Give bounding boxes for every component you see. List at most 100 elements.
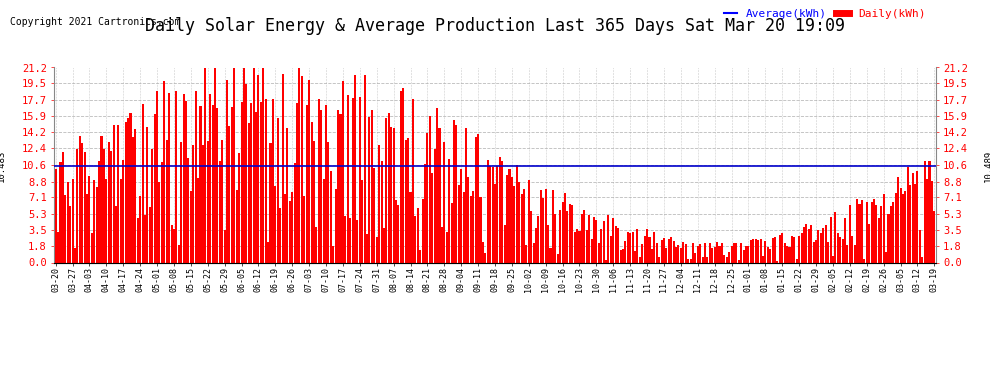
Bar	[325, 105, 327, 262]
Bar	[544, 189, 546, 262]
Bar	[207, 141, 209, 262]
Bar	[135, 129, 137, 262]
Bar	[64, 195, 66, 262]
Text: Daily Solar Energy & Average Production Last 365 Days Sat Mar 20 19:09: Daily Solar Energy & Average Production …	[145, 17, 845, 35]
Bar	[81, 143, 83, 262]
Bar	[153, 114, 155, 262]
Bar	[598, 243, 600, 262]
Bar	[444, 142, 446, 262]
Bar	[328, 142, 330, 262]
Bar	[496, 166, 498, 262]
Bar	[156, 92, 158, 262]
Bar	[371, 110, 373, 262]
Bar	[576, 229, 578, 262]
Bar	[586, 230, 588, 262]
Bar	[677, 244, 679, 262]
Bar	[151, 149, 153, 262]
Bar	[590, 239, 593, 262]
Bar	[719, 246, 721, 262]
Bar	[246, 84, 248, 262]
Bar	[419, 250, 421, 262]
Bar	[764, 241, 766, 262]
Bar	[842, 239, 843, 262]
Bar	[224, 230, 226, 262]
Bar	[306, 105, 308, 262]
Bar	[608, 214, 610, 262]
Bar	[830, 217, 832, 262]
Bar	[632, 232, 634, 262]
Bar	[318, 99, 320, 262]
Bar	[358, 97, 360, 262]
Bar	[610, 236, 612, 262]
Bar	[566, 210, 568, 262]
Bar	[759, 239, 761, 262]
Bar	[366, 234, 368, 262]
Bar	[637, 229, 639, 262]
Bar	[620, 250, 622, 262]
Bar	[721, 243, 723, 262]
Bar	[827, 242, 830, 262]
Bar	[168, 93, 170, 262]
Bar	[547, 225, 549, 262]
Bar	[724, 255, 726, 262]
Bar	[441, 227, 443, 262]
Bar	[311, 122, 313, 262]
Bar	[573, 232, 576, 262]
Bar	[603, 221, 605, 262]
Bar	[182, 94, 184, 262]
Bar	[269, 143, 271, 262]
Bar	[823, 228, 825, 262]
Bar	[69, 206, 71, 262]
Legend: Average(kWh), Daily(kWh): Average(kWh), Daily(kWh)	[720, 5, 930, 24]
Bar	[934, 211, 936, 262]
Bar	[158, 182, 160, 262]
Bar	[554, 214, 556, 262]
Bar	[704, 243, 706, 262]
Bar	[714, 247, 716, 262]
Bar	[655, 243, 657, 262]
Bar	[390, 127, 392, 262]
Bar	[788, 247, 791, 262]
Bar	[615, 226, 617, 262]
Bar	[501, 161, 503, 262]
Bar	[803, 226, 805, 262]
Text: Copyright 2021 Cartronics.com: Copyright 2021 Cartronics.com	[10, 17, 180, 27]
Bar	[238, 153, 241, 262]
Bar	[892, 202, 894, 262]
Bar	[813, 242, 815, 262]
Bar	[531, 211, 533, 262]
Bar	[303, 196, 305, 262]
Bar	[301, 76, 303, 262]
Bar	[212, 105, 214, 262]
Bar	[919, 230, 921, 262]
Bar	[147, 127, 148, 262]
Bar	[402, 88, 404, 262]
Bar	[289, 201, 291, 262]
Bar	[846, 245, 848, 262]
Bar	[689, 259, 692, 262]
Bar	[173, 229, 175, 262]
Bar	[187, 158, 189, 262]
Bar	[680, 248, 682, 262]
Bar	[745, 246, 747, 262]
Bar	[653, 232, 655, 262]
Bar	[298, 68, 301, 262]
Bar	[791, 236, 793, 262]
Bar	[349, 218, 351, 262]
Bar	[470, 195, 472, 262]
Bar	[912, 173, 914, 262]
Bar	[259, 102, 262, 262]
Bar	[801, 233, 803, 262]
Bar	[484, 253, 486, 262]
Bar	[731, 246, 733, 262]
Bar	[875, 205, 877, 262]
Bar	[250, 103, 252, 262]
Bar	[880, 206, 882, 262]
Bar	[345, 216, 346, 262]
Bar	[511, 177, 513, 262]
Bar	[861, 200, 863, 262]
Bar	[692, 243, 694, 262]
Bar	[165, 140, 167, 262]
Bar	[622, 249, 624, 262]
Bar	[477, 134, 479, 262]
